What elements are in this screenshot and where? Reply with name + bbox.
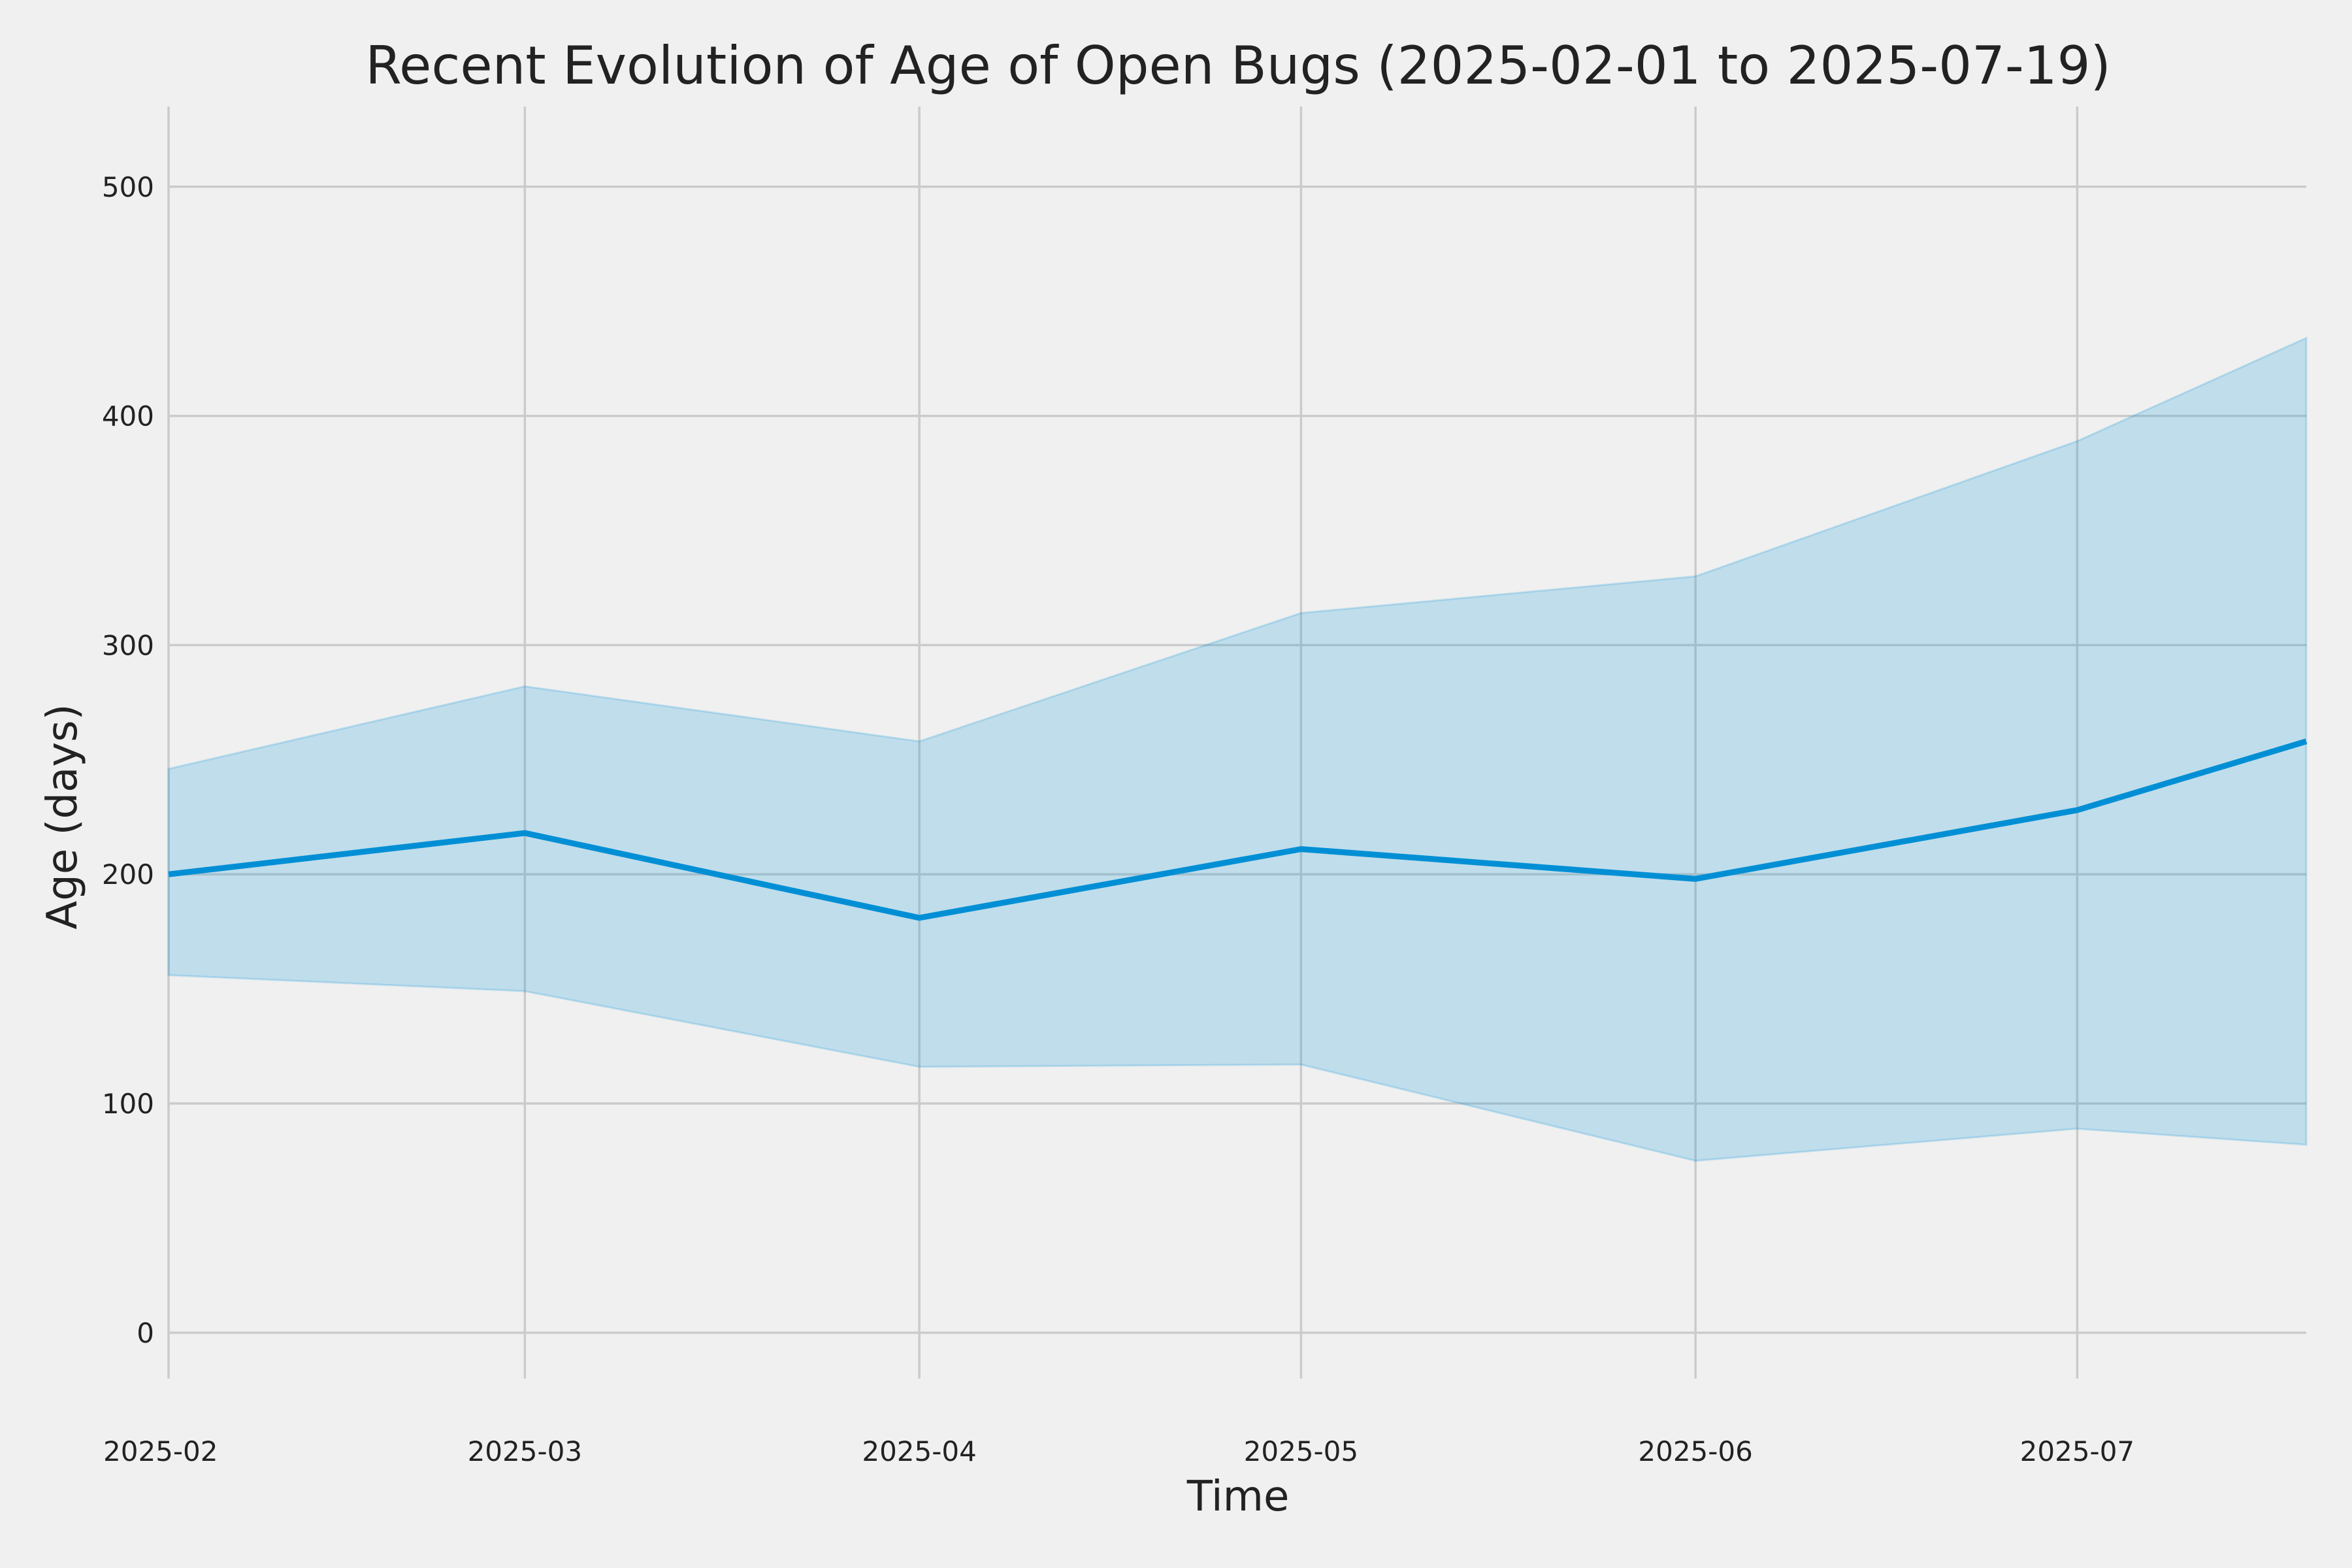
confidence-band	[167, 336, 2308, 1162]
y-tick-label-400: 400	[102, 400, 154, 433]
y-tick-label-100: 100	[102, 1088, 154, 1120]
y-tick-labels: 0 100 200 300 400 500	[102, 171, 154, 1349]
x-tick-label-2025-04: 2025-04	[862, 1435, 977, 1467]
y-tick-label-0: 0	[137, 1317, 154, 1349]
y-tick-label-300: 300	[102, 629, 154, 661]
x-tick-label-2025-03: 2025-03	[468, 1435, 583, 1467]
y-tick-label-200: 200	[102, 858, 154, 890]
mean-line-layer	[168, 738, 2308, 921]
x-axis-label: Time	[1186, 1473, 1290, 1521]
x-tick-label-2025-07: 2025-07	[2020, 1435, 2135, 1467]
x-tick-label-2025-05: 2025-05	[1244, 1435, 1359, 1467]
chart-title: Recent Evolution of Age of Open Bugs (20…	[365, 35, 2111, 96]
y-tick-label-500: 500	[102, 171, 154, 203]
confidence-band-layer	[167, 336, 2308, 1162]
x-tick-label-2025-02: 2025-02	[103, 1435, 218, 1467]
y-axis-label: Age (days)	[39, 704, 87, 929]
mean-age-line	[168, 738, 2308, 921]
grid	[167, 106, 2306, 1379]
x-tick-label-2025-06: 2025-06	[1638, 1435, 1753, 1467]
x-tick-labels: 2025-02 2025-03 2025-04 2025-05 2025-06 2025-…	[103, 1435, 2134, 1467]
